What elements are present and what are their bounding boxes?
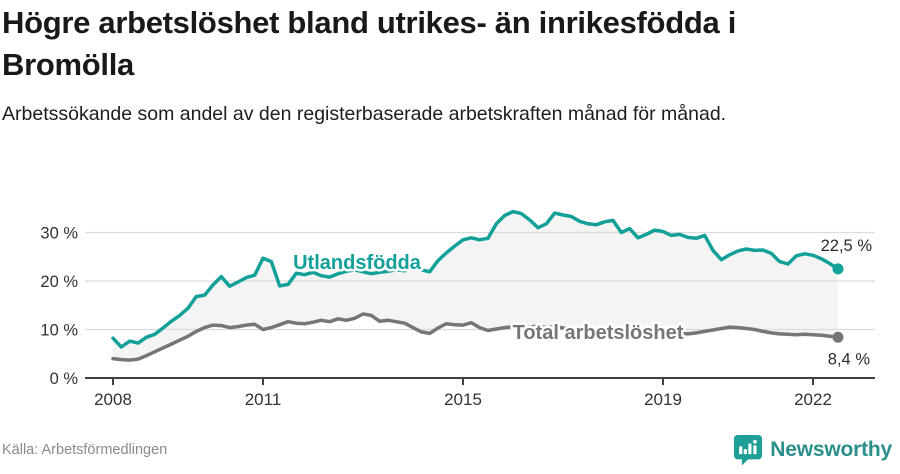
y-tick-label: 0 %: [50, 370, 79, 388]
chart-subtitle: Arbetssökande som andel av den registerb…: [2, 103, 727, 125]
bar-icon: [748, 443, 752, 455]
y-tick-label: 20 %: [40, 273, 78, 291]
newsworthy-logo-icon: [734, 435, 763, 466]
x-tick-label: 2011: [245, 390, 282, 409]
band-fill: [113, 211, 839, 361]
header: Högre arbetslöshet bland utrikes- än inr…: [2, 2, 782, 128]
series-line: [111, 209, 840, 349]
speech-bubble-shape: [734, 435, 763, 466]
exclamation-dot-icon: [753, 439, 758, 444]
bar-icon: [743, 449, 748, 455]
end-value-label: 22,5 %: [821, 237, 873, 255]
y-tick-label: 10 %: [40, 322, 78, 340]
source-note: Källa: Arbetsförmedlingen: [2, 442, 168, 458]
endpoint-dot: [832, 331, 844, 343]
brand-name: Newsworthy: [770, 438, 892, 461]
x-tick-label: 2022: [794, 390, 832, 409]
y-tick-label: 30 %: [40, 225, 78, 243]
footer: Källa: Arbetsförmedlingen Newsworthy: [2, 432, 892, 468]
x-tick-label: 2008: [94, 390, 132, 409]
end-value-label: 8,4 %: [828, 350, 871, 368]
bar-icon: [739, 446, 743, 455]
chart-title: Högre arbetslöshet bland utrikes- än inr…: [2, 5, 737, 82]
exclamation-bar-icon: [753, 445, 757, 455]
endpoint-dot: [832, 263, 844, 275]
line-chart: 0 % 10 % 20 % 30 % 2008 2011 2015 2019 2022 Utlan…: [40, 209, 875, 409]
series-label: Total arbetslöshet: [513, 322, 684, 344]
x-tick-label: 2015: [444, 390, 482, 409]
series-line: [111, 312, 840, 362]
series-label: Utlandsfödda: [293, 252, 422, 274]
x-tick-label: 2019: [644, 390, 682, 409]
brand-logo: Newsworthy: [733, 434, 892, 466]
